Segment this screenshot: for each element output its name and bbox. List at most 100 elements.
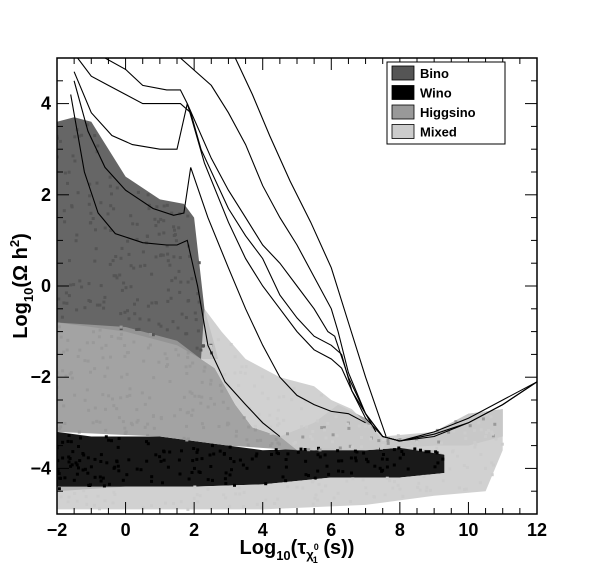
higgsino-point <box>126 351 130 354</box>
wino-point <box>187 477 191 481</box>
bino-point <box>109 229 113 232</box>
mixed-point <box>84 495 88 499</box>
higgsino-point <box>213 402 216 406</box>
wino-point <box>211 444 214 448</box>
bino-point <box>88 221 92 225</box>
legend-swatch-wino <box>391 85 415 100</box>
wino-point <box>327 472 331 476</box>
mixed-point <box>451 449 455 453</box>
bino-point <box>159 217 163 221</box>
mixed-point <box>264 498 268 502</box>
mixed-point <box>98 507 101 511</box>
bino-point <box>87 299 91 302</box>
higgsino-point <box>115 407 119 411</box>
bino-point <box>71 154 75 158</box>
mixed-point <box>253 384 256 388</box>
higgsino-point <box>57 371 59 375</box>
mixed-point <box>363 424 367 428</box>
higgsino-point <box>57 385 59 389</box>
mixed-point <box>271 430 275 434</box>
higgsino-point <box>101 393 105 397</box>
mixed-point <box>487 429 490 432</box>
bino-point <box>80 285 84 289</box>
higgsino-point <box>270 442 274 446</box>
higgsino-point <box>177 353 180 357</box>
mixed-point <box>388 479 392 483</box>
bino-point <box>108 262 112 266</box>
wino-point <box>337 469 340 473</box>
higgsino-point <box>142 359 146 363</box>
bino-point <box>93 259 97 263</box>
wino-point <box>392 448 396 452</box>
bino-point <box>157 220 160 224</box>
mixed-point <box>372 495 376 498</box>
x-tick-label: 2 <box>189 520 199 540</box>
mixed-point <box>237 486 241 490</box>
higgsino-point <box>209 378 213 382</box>
wino-point <box>83 467 87 471</box>
higgsino-point <box>107 394 111 398</box>
mixed-point <box>198 494 202 498</box>
mixed-point <box>242 490 246 494</box>
wino-point <box>146 442 150 446</box>
wino-point <box>270 453 273 456</box>
legend-label-mixed: Mixed <box>420 125 457 140</box>
bino-point <box>77 134 81 138</box>
wino-point <box>281 475 285 479</box>
mixed-point <box>295 485 299 489</box>
bino-point <box>165 244 169 248</box>
higgsino-point <box>128 393 132 397</box>
mixed-point <box>260 506 264 510</box>
wino-point <box>397 446 401 450</box>
mixed-point <box>82 489 86 493</box>
mixed-point <box>314 493 318 497</box>
mixed-point <box>441 479 445 483</box>
mixed-point <box>326 421 330 425</box>
mixed-point <box>457 486 461 490</box>
mixed-point <box>193 485 197 489</box>
higgsino-point <box>246 443 250 447</box>
wino-point <box>61 440 65 444</box>
mixed-point <box>313 496 317 500</box>
bino-point <box>143 263 147 267</box>
wino-point <box>74 461 78 465</box>
higgsino-point <box>185 424 188 428</box>
higgsino-point <box>109 355 112 359</box>
higgsino-point <box>191 361 195 365</box>
mixed-point <box>491 432 495 436</box>
higgsino-point <box>61 369 65 373</box>
mixed-point <box>237 384 241 387</box>
mixed-point <box>324 436 328 440</box>
bino-point <box>178 256 182 260</box>
higgsino-point <box>66 338 70 342</box>
y-axis-title: Log10(Ω h2) <box>7 233 36 339</box>
bino-point <box>112 207 116 211</box>
higgsino-point <box>65 348 69 352</box>
higgsino-point <box>347 426 351 430</box>
bino-point <box>162 231 166 235</box>
wino-point <box>192 447 196 450</box>
higgsino-point <box>136 418 140 422</box>
bino-point <box>80 133 84 137</box>
wino-point <box>81 468 85 472</box>
bino-point <box>168 263 172 267</box>
higgsino-point <box>143 425 147 429</box>
bino-point <box>137 327 141 331</box>
bino-point <box>176 326 180 330</box>
bino-point <box>166 259 170 263</box>
bino-point <box>169 296 173 300</box>
wino-point <box>66 439 70 443</box>
bino-point <box>170 211 174 215</box>
wino-point <box>154 453 158 457</box>
mixed-point <box>196 500 200 504</box>
bino-point <box>162 204 166 208</box>
bino-point <box>85 123 89 127</box>
bino-point <box>155 205 159 209</box>
higgsino-point <box>62 350 66 354</box>
mixed-point <box>490 430 494 434</box>
wino-point <box>159 459 163 463</box>
bino-point <box>166 299 170 303</box>
higgsino-point <box>269 444 273 447</box>
bino-point <box>194 318 198 322</box>
bino-point <box>132 266 136 270</box>
